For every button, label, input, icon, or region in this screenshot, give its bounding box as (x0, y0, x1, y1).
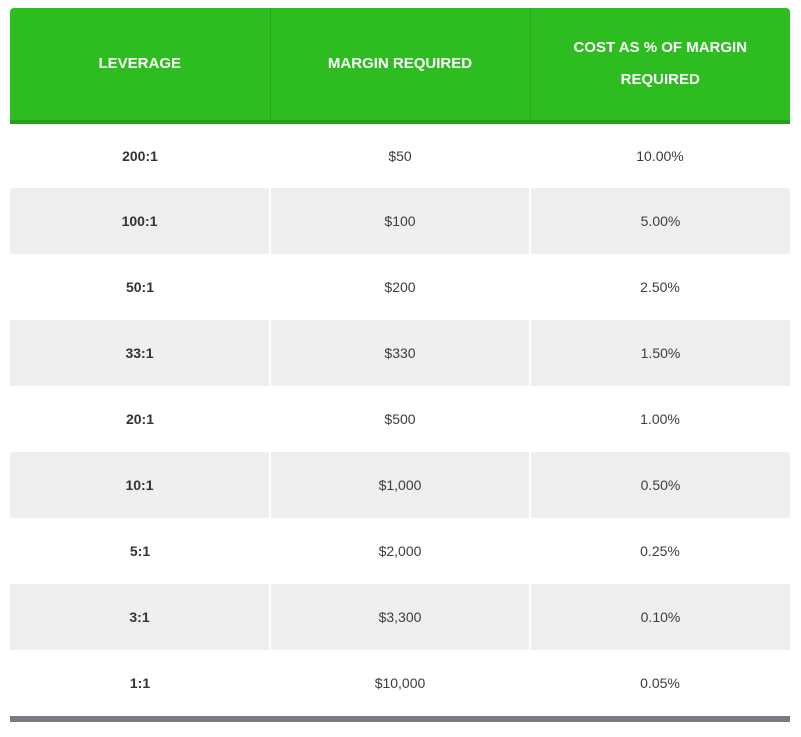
table-row: 5:1 $2,000 0.25% (10, 518, 790, 584)
table-row: 100:1 $100 5.00% (10, 188, 790, 254)
cost-cell: 1.50% (530, 320, 790, 386)
leverage-cell: 100:1 (10, 188, 271, 254)
margin-cell: $3,300 (270, 584, 531, 650)
header-cost-percent: COST AS % OF MARGIN REQUIRED (530, 8, 790, 124)
margin-cell: $50 (388, 148, 412, 164)
leverage-cell: 200:1 (122, 148, 158, 164)
cost-cell: 0.25% (640, 543, 680, 559)
cost-cell: 10.00% (636, 148, 684, 164)
leverage-table-container: LEVERAGE MARGIN REQUIRED COST AS % OF MA… (10, 8, 790, 722)
cost-cell: 0.10% (530, 584, 790, 650)
margin-cell: $100 (270, 188, 531, 254)
margin-cell: $200 (384, 279, 416, 295)
leverage-cell: 20:1 (125, 411, 155, 427)
table-row: 50:1 $200 2.50% (10, 254, 790, 320)
leverage-cell: 33:1 (10, 320, 271, 386)
leverage-cell: 5:1 (129, 543, 151, 559)
margin-cell: $330 (270, 320, 531, 386)
table-row: 200:1 $50 10.00% (10, 122, 790, 188)
leverage-cell: 1:1 (129, 675, 151, 691)
leverage-cell: 50:1 (125, 279, 155, 295)
table-row: 10:1 $1,000 0.50% (10, 452, 790, 518)
table-row: 3:1 $3,300 0.10% (10, 584, 790, 650)
margin-cell: $500 (384, 411, 416, 427)
table-footer-bar (10, 716, 790, 722)
cost-cell: 0.50% (530, 452, 790, 518)
margin-cell: $1,000 (270, 452, 531, 518)
cost-cell: 0.05% (640, 675, 680, 691)
header-row: LEVERAGE MARGIN REQUIRED COST AS % OF MA… (10, 8, 790, 124)
leverage-cell: 3:1 (10, 584, 271, 650)
table-row: 1:1 $10,000 0.05% (10, 650, 790, 716)
leverage-margin-table: LEVERAGE MARGIN REQUIRED COST AS % OF MA… (10, 8, 790, 716)
margin-cell: $10,000 (374, 675, 426, 691)
header-margin-required: MARGIN REQUIRED (270, 8, 531, 124)
header-leverage: LEVERAGE (10, 8, 271, 124)
margin-cell: $2,000 (378, 543, 422, 559)
leverage-cell: 10:1 (10, 452, 271, 518)
table-body: 200:1 $50 10.00% 100:1 $100 5.00% 50:1 $… (10, 122, 790, 716)
cost-cell: 2.50% (640, 279, 680, 295)
cost-cell: 5.00% (530, 188, 790, 254)
cost-cell: 1.00% (640, 411, 680, 427)
table-header: LEVERAGE MARGIN REQUIRED COST AS % OF MA… (10, 8, 790, 124)
table-row: 33:1 $330 1.50% (10, 320, 790, 386)
table-row: 20:1 $500 1.00% (10, 386, 790, 452)
